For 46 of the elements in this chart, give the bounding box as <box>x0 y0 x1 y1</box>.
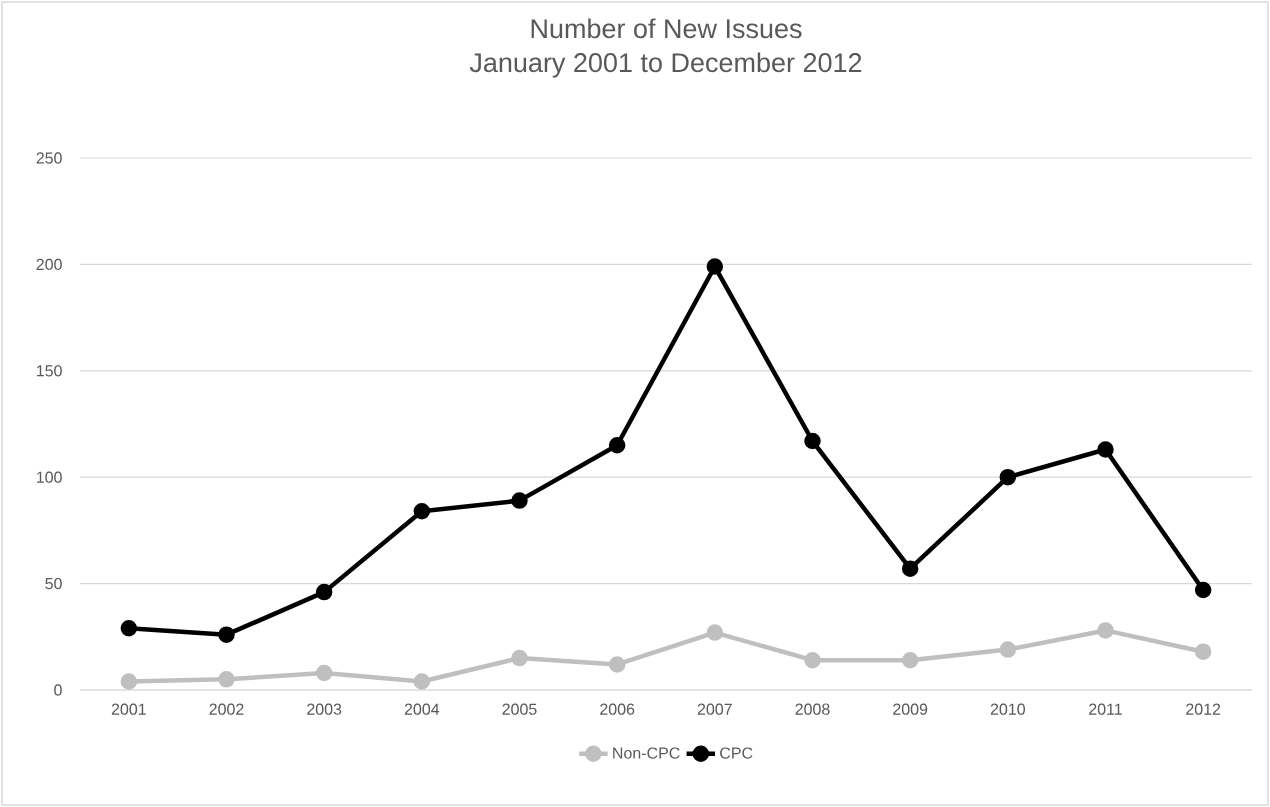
point <box>804 651 821 669</box>
point <box>218 671 235 688</box>
point <box>901 560 919 577</box>
x-tick-label: 2012 <box>1186 703 1221 715</box>
point <box>315 583 333 601</box>
point <box>1097 622 1114 639</box>
y-tick-label: 50 <box>45 577 62 590</box>
x-tick-label: 2010 <box>990 703 1025 715</box>
y-tick-label: 100 <box>37 471 62 483</box>
point <box>511 649 528 667</box>
x-tick-label: 2009 <box>893 703 928 715</box>
point <box>1097 441 1114 458</box>
point <box>608 437 626 454</box>
point <box>804 432 821 450</box>
point <box>1194 643 1212 660</box>
point <box>413 503 431 520</box>
point <box>1194 581 1212 599</box>
x-tick-label: 2006 <box>600 703 635 715</box>
point <box>218 626 235 643</box>
point <box>706 624 724 641</box>
legend-label: CPC <box>720 747 753 759</box>
y-tick-label: 200 <box>36 258 62 271</box>
point <box>706 258 724 275</box>
point <box>999 468 1017 486</box>
chart-title: Number of New Issues <box>531 18 802 39</box>
y-tick-label: 150 <box>37 365 62 377</box>
x-tick-label: 2004 <box>404 703 440 715</box>
chart-subtitle: January 2001 to December 2012 <box>469 52 862 78</box>
legend-label: Non-CPC <box>613 747 680 759</box>
point <box>120 620 138 637</box>
point <box>315 664 333 682</box>
y-tick-label: 0 <box>54 684 62 696</box>
point <box>608 656 626 673</box>
point <box>120 673 138 690</box>
point <box>511 492 528 509</box>
y-tick-label: 250 <box>36 152 62 164</box>
x-tick-label: 2008 <box>795 703 830 715</box>
point <box>413 673 431 690</box>
x-tick-label: 2011 <box>1089 703 1122 715</box>
x-tick-label: 2005 <box>502 703 537 715</box>
point <box>901 651 919 669</box>
point <box>999 641 1017 658</box>
x-tick-label: 2003 <box>307 703 342 715</box>
x-tick-label: 2002 <box>209 703 244 715</box>
x-tick-label: 2007 <box>697 703 732 715</box>
x-tick-label: 2001 <box>111 703 146 715</box>
